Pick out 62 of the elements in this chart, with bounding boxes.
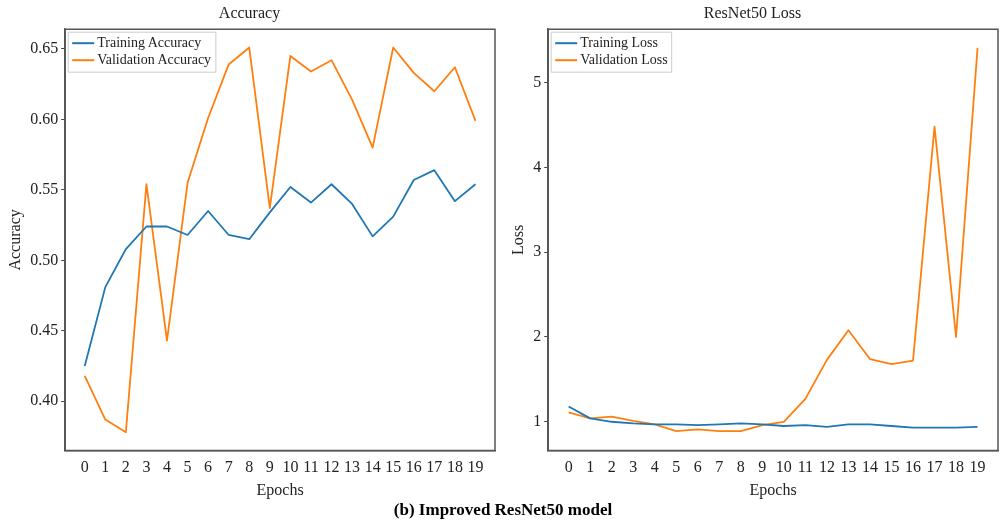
y-tick-label: 1	[533, 411, 542, 429]
x-tick-label: 15	[883, 458, 900, 476]
legend-label: Training Loss	[580, 34, 658, 50]
text: (b) Improved ResNet50 model	[392, 500, 614, 520]
x-tick-label: 2	[121, 458, 130, 476]
x-tick-label: 2	[607, 458, 616, 476]
chart-title: Accuracy	[218, 3, 281, 22]
x-tick-label: 16	[904, 458, 921, 476]
x-tick-label: 17	[426, 458, 443, 476]
y-axis-title: Loss	[508, 224, 526, 256]
x-tick-label: 12	[818, 458, 835, 476]
x-tick-label: 13	[344, 458, 361, 476]
x-tick-label: 8	[736, 458, 745, 476]
x-tick-label: 14	[364, 458, 381, 476]
x-tick-label: 6	[693, 458, 702, 476]
chart-title: ResNet50 Loss	[703, 3, 802, 21]
x-tick-label: 3	[142, 458, 151, 476]
y-tick-label: 0.40	[30, 391, 59, 409]
x-tick-label: 0	[564, 458, 573, 476]
y-tick-label: 0.65	[30, 39, 59, 57]
x-tick-label: 6	[204, 458, 213, 476]
x-tick-label: 3	[629, 458, 638, 476]
legend-label: Validation Loss	[580, 51, 668, 67]
y-tick-label: 0.55	[30, 180, 59, 198]
x-tick-label: 1	[101, 458, 110, 476]
x-tick-label: 5	[672, 458, 681, 476]
y-tick-label: 0.45	[30, 321, 59, 339]
x-tick-label: 8	[245, 458, 254, 476]
x-tick-label: 19	[969, 458, 986, 476]
legend-label: Training Accuracy	[97, 34, 202, 50]
x-tick-label: 7	[715, 458, 724, 476]
x-tick-label: 18	[948, 458, 965, 476]
y-tick-label: 4	[533, 157, 542, 175]
x-tick-label: 13	[840, 458, 857, 476]
x-tick-label: 5	[183, 458, 192, 476]
x-tick-label: 16	[405, 458, 422, 476]
x-tick-label: 10	[775, 458, 792, 476]
x-tick-label: 4	[650, 458, 659, 476]
x-axis-title: Epochs	[256, 480, 304, 499]
x-tick-label: 4	[162, 458, 171, 476]
x-tick-label: 14	[861, 458, 878, 476]
x-tick-label: 9	[758, 458, 767, 476]
x-tick-label: 15	[385, 458, 402, 476]
x-tick-label: 17	[926, 458, 943, 476]
x-tick-label: 12	[323, 458, 340, 476]
y-tick-label: 2	[533, 327, 542, 345]
x-tick-label: 1	[586, 458, 595, 476]
x-tick-label: 11	[303, 458, 319, 476]
x-tick-label: 18	[446, 458, 463, 476]
y-tick-label: 3	[533, 242, 542, 260]
x-axis-title: Epochs	[749, 480, 797, 499]
x-tick-label: 19	[467, 458, 484, 476]
x-tick-label: 7	[224, 458, 233, 476]
x-tick-label: 9	[265, 458, 274, 476]
y-axis-title: Accuracy	[5, 209, 24, 271]
y-tick-label: 0.60	[30, 109, 59, 127]
x-tick-label: 10	[282, 458, 299, 476]
legend-label: Validation Accuracy	[97, 51, 212, 67]
y-tick-label: 0.50	[30, 250, 59, 268]
x-tick-label: 0	[80, 458, 89, 476]
x-tick-label: 11	[797, 458, 814, 476]
y-tick-label: 5	[533, 72, 542, 90]
